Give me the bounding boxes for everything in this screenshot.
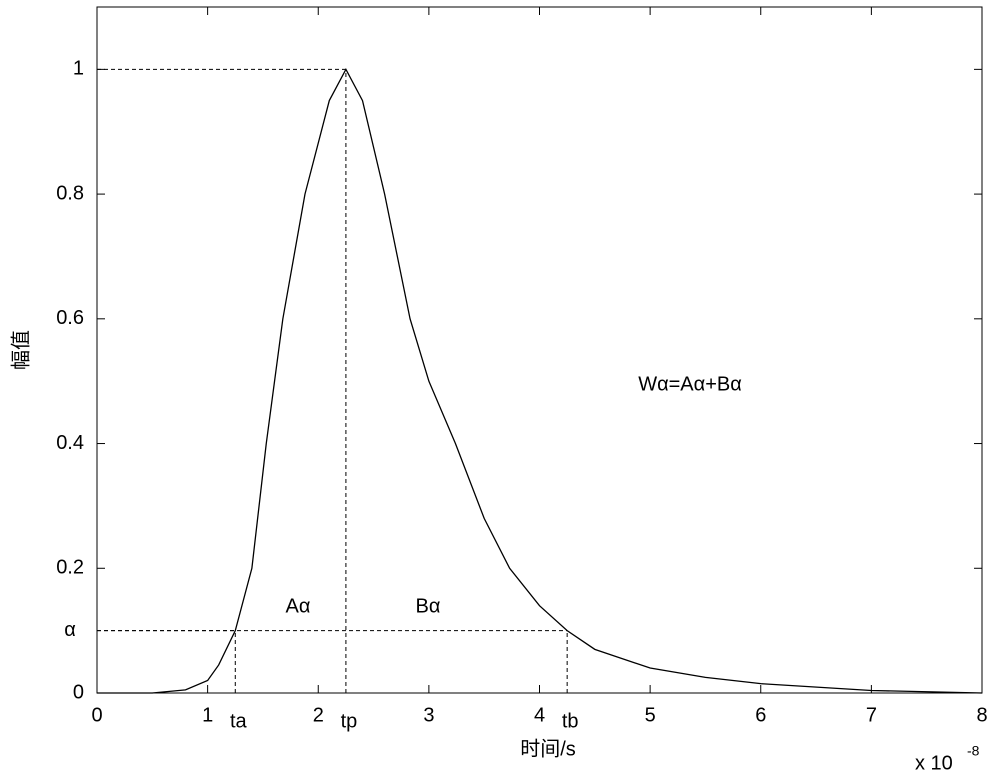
y-tick-label: 1: [73, 58, 84, 80]
alpha-label: α: [64, 619, 76, 641]
y-tick-label: 0.8: [56, 182, 84, 204]
x-tick-label: 8: [976, 704, 987, 726]
x-tick-label: 1: [202, 704, 213, 726]
plot-box: [96, 6, 983, 694]
x-multiplier-exponent: -8: [967, 743, 980, 759]
x-tick-label: 6: [755, 704, 766, 726]
line-series: [97, 67, 983, 694]
point-label: tp: [341, 710, 358, 732]
annotation: Wα=Aα+Bα: [638, 373, 742, 395]
annotation: Aα: [286, 595, 311, 617]
y-axis-label: 幅值: [9, 330, 32, 370]
point-label: tb: [562, 710, 579, 732]
point-label: ta: [230, 710, 248, 732]
x-tick-label: 5: [645, 704, 656, 726]
y-tick-label: 0.4: [56, 432, 84, 454]
y-tick-label: 0: [73, 681, 84, 703]
x-tick-label: 3: [423, 704, 434, 726]
x-multiplier: x 10: [915, 752, 953, 774]
x-tick-label: 2: [313, 704, 324, 726]
y-tick-label: 0.6: [56, 307, 84, 329]
x-tick-label: 4: [534, 704, 545, 726]
x-tick-label: 0: [91, 704, 102, 726]
annotation: Bα: [416, 595, 441, 617]
y-tick-label: 0.2: [56, 557, 84, 579]
x-axis-label: 时间/s: [520, 737, 576, 760]
x-tick-label: 7: [866, 704, 877, 726]
